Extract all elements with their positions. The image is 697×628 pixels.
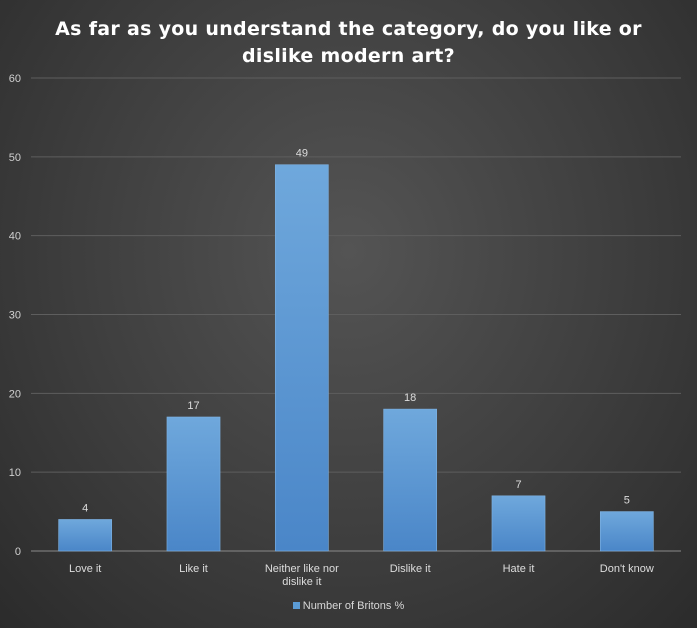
bar-0 [58, 519, 113, 552]
y-tick-label: 0 [15, 546, 21, 558]
category-label: Love it [69, 563, 101, 575]
bar-5 [599, 511, 654, 552]
bar-1 [166, 416, 221, 552]
chart-title-line-1: As far as you understand the category, d… [55, 18, 642, 40]
chart-title: As far as you understand the category, d… [0, 16, 697, 70]
category-label: Dislike it [390, 563, 431, 575]
legend-swatch [292, 602, 300, 609]
gridlines [31, 77, 681, 552]
y-tick-label: 60 [9, 73, 21, 85]
y-tick-label: 20 [9, 388, 21, 400]
data-labels: 4 17 49 18 7 5 [82, 148, 630, 515]
legend-label: Number of Britons % [302, 600, 405, 612]
y-tick-label: 50 [9, 152, 21, 164]
y-tick-label: 40 [9, 231, 21, 243]
y-tick-label: 30 [9, 310, 21, 322]
chart-title-line-2: dislike modern art? [242, 45, 455, 67]
legend: Number of Britons % [0, 600, 697, 612]
data-label: 7 [515, 479, 521, 491]
x-axis-categories: Love it Like it Neither like nor dislike it… [69, 563, 654, 588]
data-label: 5 [624, 495, 630, 507]
y-axis-ticks: 0 10 20 30 40 50 60 [9, 73, 21, 558]
data-label: 49 [296, 148, 308, 160]
data-label: 18 [404, 392, 416, 404]
category-label: Hate it [503, 563, 535, 575]
category-label: Don't know [600, 563, 654, 575]
bar-4 [491, 495, 546, 552]
bar-3 [383, 408, 438, 552]
category-label: Like it [179, 563, 208, 575]
data-label: 4 [82, 502, 88, 514]
y-tick-label: 10 [9, 467, 21, 479]
category-label: Neither like nor dislike it [265, 563, 339, 588]
bars [58, 164, 654, 552]
bar-2 [274, 164, 329, 552]
data-label: 17 [187, 400, 199, 412]
